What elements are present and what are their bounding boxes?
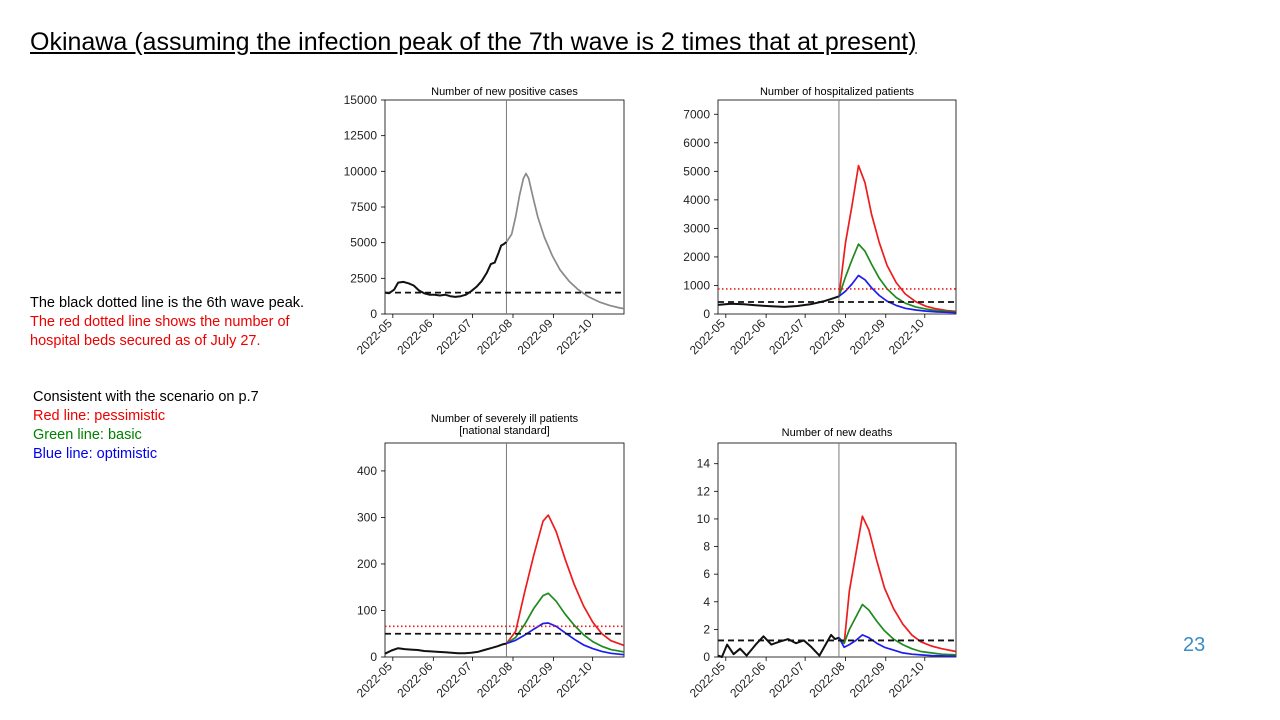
chart-title: Number of new deaths [782, 427, 893, 439]
plot-frame [717, 99, 957, 315]
y-tick-label: 14 [697, 457, 711, 471]
y-tick-label: 6 [703, 567, 710, 581]
slide-title: Okinawa (assuming the infection peak of … [30, 28, 917, 56]
x-tick-label: 2022-08 [474, 659, 515, 700]
x-tick-label: 2022-05 [354, 316, 395, 357]
x-tick-label: 2022-10 [886, 659, 927, 700]
x-tick-label: 2022-07 [766, 659, 807, 700]
series-actual [717, 295, 840, 308]
x-tick-label: 2022-09 [847, 316, 888, 357]
y-tick-label: 1000 [683, 278, 710, 292]
x-tick-label: 2022-08 [807, 659, 848, 700]
series-actual [717, 633, 840, 658]
x-tick-label: 2022-10 [886, 316, 927, 357]
series-actual [384, 642, 507, 655]
x-tick-label: 2022-09 [847, 659, 888, 700]
y-tick-label: 400 [357, 464, 377, 478]
x-tick-label: 2022-07 [434, 316, 475, 357]
x-tick-label: 2022-09 [515, 659, 556, 700]
x-tick-label: 2022-08 [807, 316, 848, 357]
x-tick-label: 2022-06 [727, 659, 768, 700]
scenario-legend-title: Consistent with the scenario on p.7 [33, 389, 259, 405]
y-tick-label: 10000 [344, 164, 378, 178]
chart-title: Number of hospitalized patients [760, 86, 915, 98]
x-tick-label: 2022-06 [394, 316, 435, 357]
y-tick-label: 6000 [683, 136, 710, 150]
chart-hospitalized-patients: Number of hospitalized patients 0 1000 2000… [683, 86, 957, 357]
legend-blue-optimistic: Blue line: optimistic [33, 446, 158, 462]
y-tick-label: 5000 [683, 164, 710, 178]
y-tick-label: 100 [357, 603, 377, 617]
x-tick-label: 2022-10 [554, 316, 595, 357]
y-tick-label: 3000 [683, 221, 710, 235]
y-tick-label: 12 [697, 484, 711, 498]
y-tick-label: 0 [370, 650, 377, 664]
y-tick-label: 200 [357, 557, 377, 571]
chart-severely-ill-patients: Number of severely ill patients[national… [354, 413, 625, 700]
y-tick-label: 10 [697, 512, 711, 526]
y-tick-label: 7000 [683, 107, 710, 121]
plot-frame [717, 442, 957, 658]
x-tick-label: 2022-08 [474, 316, 515, 357]
series-optimistic [506, 622, 625, 656]
x-tick-label: 2022-05 [687, 659, 728, 700]
y-tick-label: 15000 [344, 93, 378, 107]
y-tick-label: 0 [703, 650, 710, 664]
chart-title: Number of new positive cases [431, 86, 578, 98]
scenario-legend: Consistent with the scenario on p.7 Red … [33, 388, 259, 464]
reference-lines-note: The black dotted line is the 6th wave pe… [30, 294, 304, 351]
x-tick-label: 2022-06 [394, 659, 435, 700]
y-tick-label: 300 [357, 510, 377, 524]
y-tick-label: 8 [703, 540, 710, 554]
series-optimistic [838, 634, 957, 658]
chart-title: [national standard] [459, 425, 550, 437]
y-tick-label: 2000 [683, 250, 710, 264]
series-optimistic [838, 274, 957, 314]
series-pessimistic [838, 164, 957, 313]
plot-frame [384, 99, 625, 315]
y-tick-label: 4000 [683, 193, 710, 207]
red-line-note-line-1: The red dotted line shows the number of [30, 314, 290, 330]
legend-green-basic: Green line: basic [33, 427, 142, 443]
series-projection [505, 172, 625, 310]
series-basic [506, 592, 625, 653]
plot-frame [384, 442, 625, 658]
y-tick-label: 0 [703, 307, 710, 321]
x-tick-label: 2022-07 [766, 316, 807, 357]
x-tick-label: 2022-05 [354, 659, 395, 700]
page-number: 23 [1183, 634, 1206, 656]
y-tick-label: 2500 [350, 271, 377, 285]
y-tick-label: 7500 [350, 200, 377, 214]
x-tick-label: 2022-07 [434, 659, 475, 700]
series-pessimistic [505, 514, 625, 647]
y-tick-label: 5000 [350, 236, 377, 250]
y-tick-label: 2 [703, 622, 710, 636]
y-tick-label: 4 [703, 595, 710, 609]
black-line-note: The black dotted line is the 6th wave pe… [30, 295, 305, 311]
series-actual [384, 241, 508, 298]
series-basic [838, 603, 957, 656]
legend-red-pessimistic: Red line: pessimistic [33, 408, 166, 424]
y-tick-label: 0 [370, 307, 377, 321]
chart-title: Number of severely ill patients [431, 413, 579, 425]
series-pessimistic [838, 515, 957, 653]
y-tick-label: 12500 [344, 129, 378, 143]
x-tick-label: 2022-10 [554, 659, 595, 700]
chart-new-positive-cases: Number of new positive cases 0 2500 5000 750… [344, 86, 625, 357]
x-tick-label: 2022-06 [727, 316, 768, 357]
x-tick-label: 2022-09 [515, 316, 556, 357]
x-tick-label: 2022-05 [687, 316, 728, 357]
red-line-note-line-2: hospital beds secured as of July 27. [30, 333, 261, 349]
